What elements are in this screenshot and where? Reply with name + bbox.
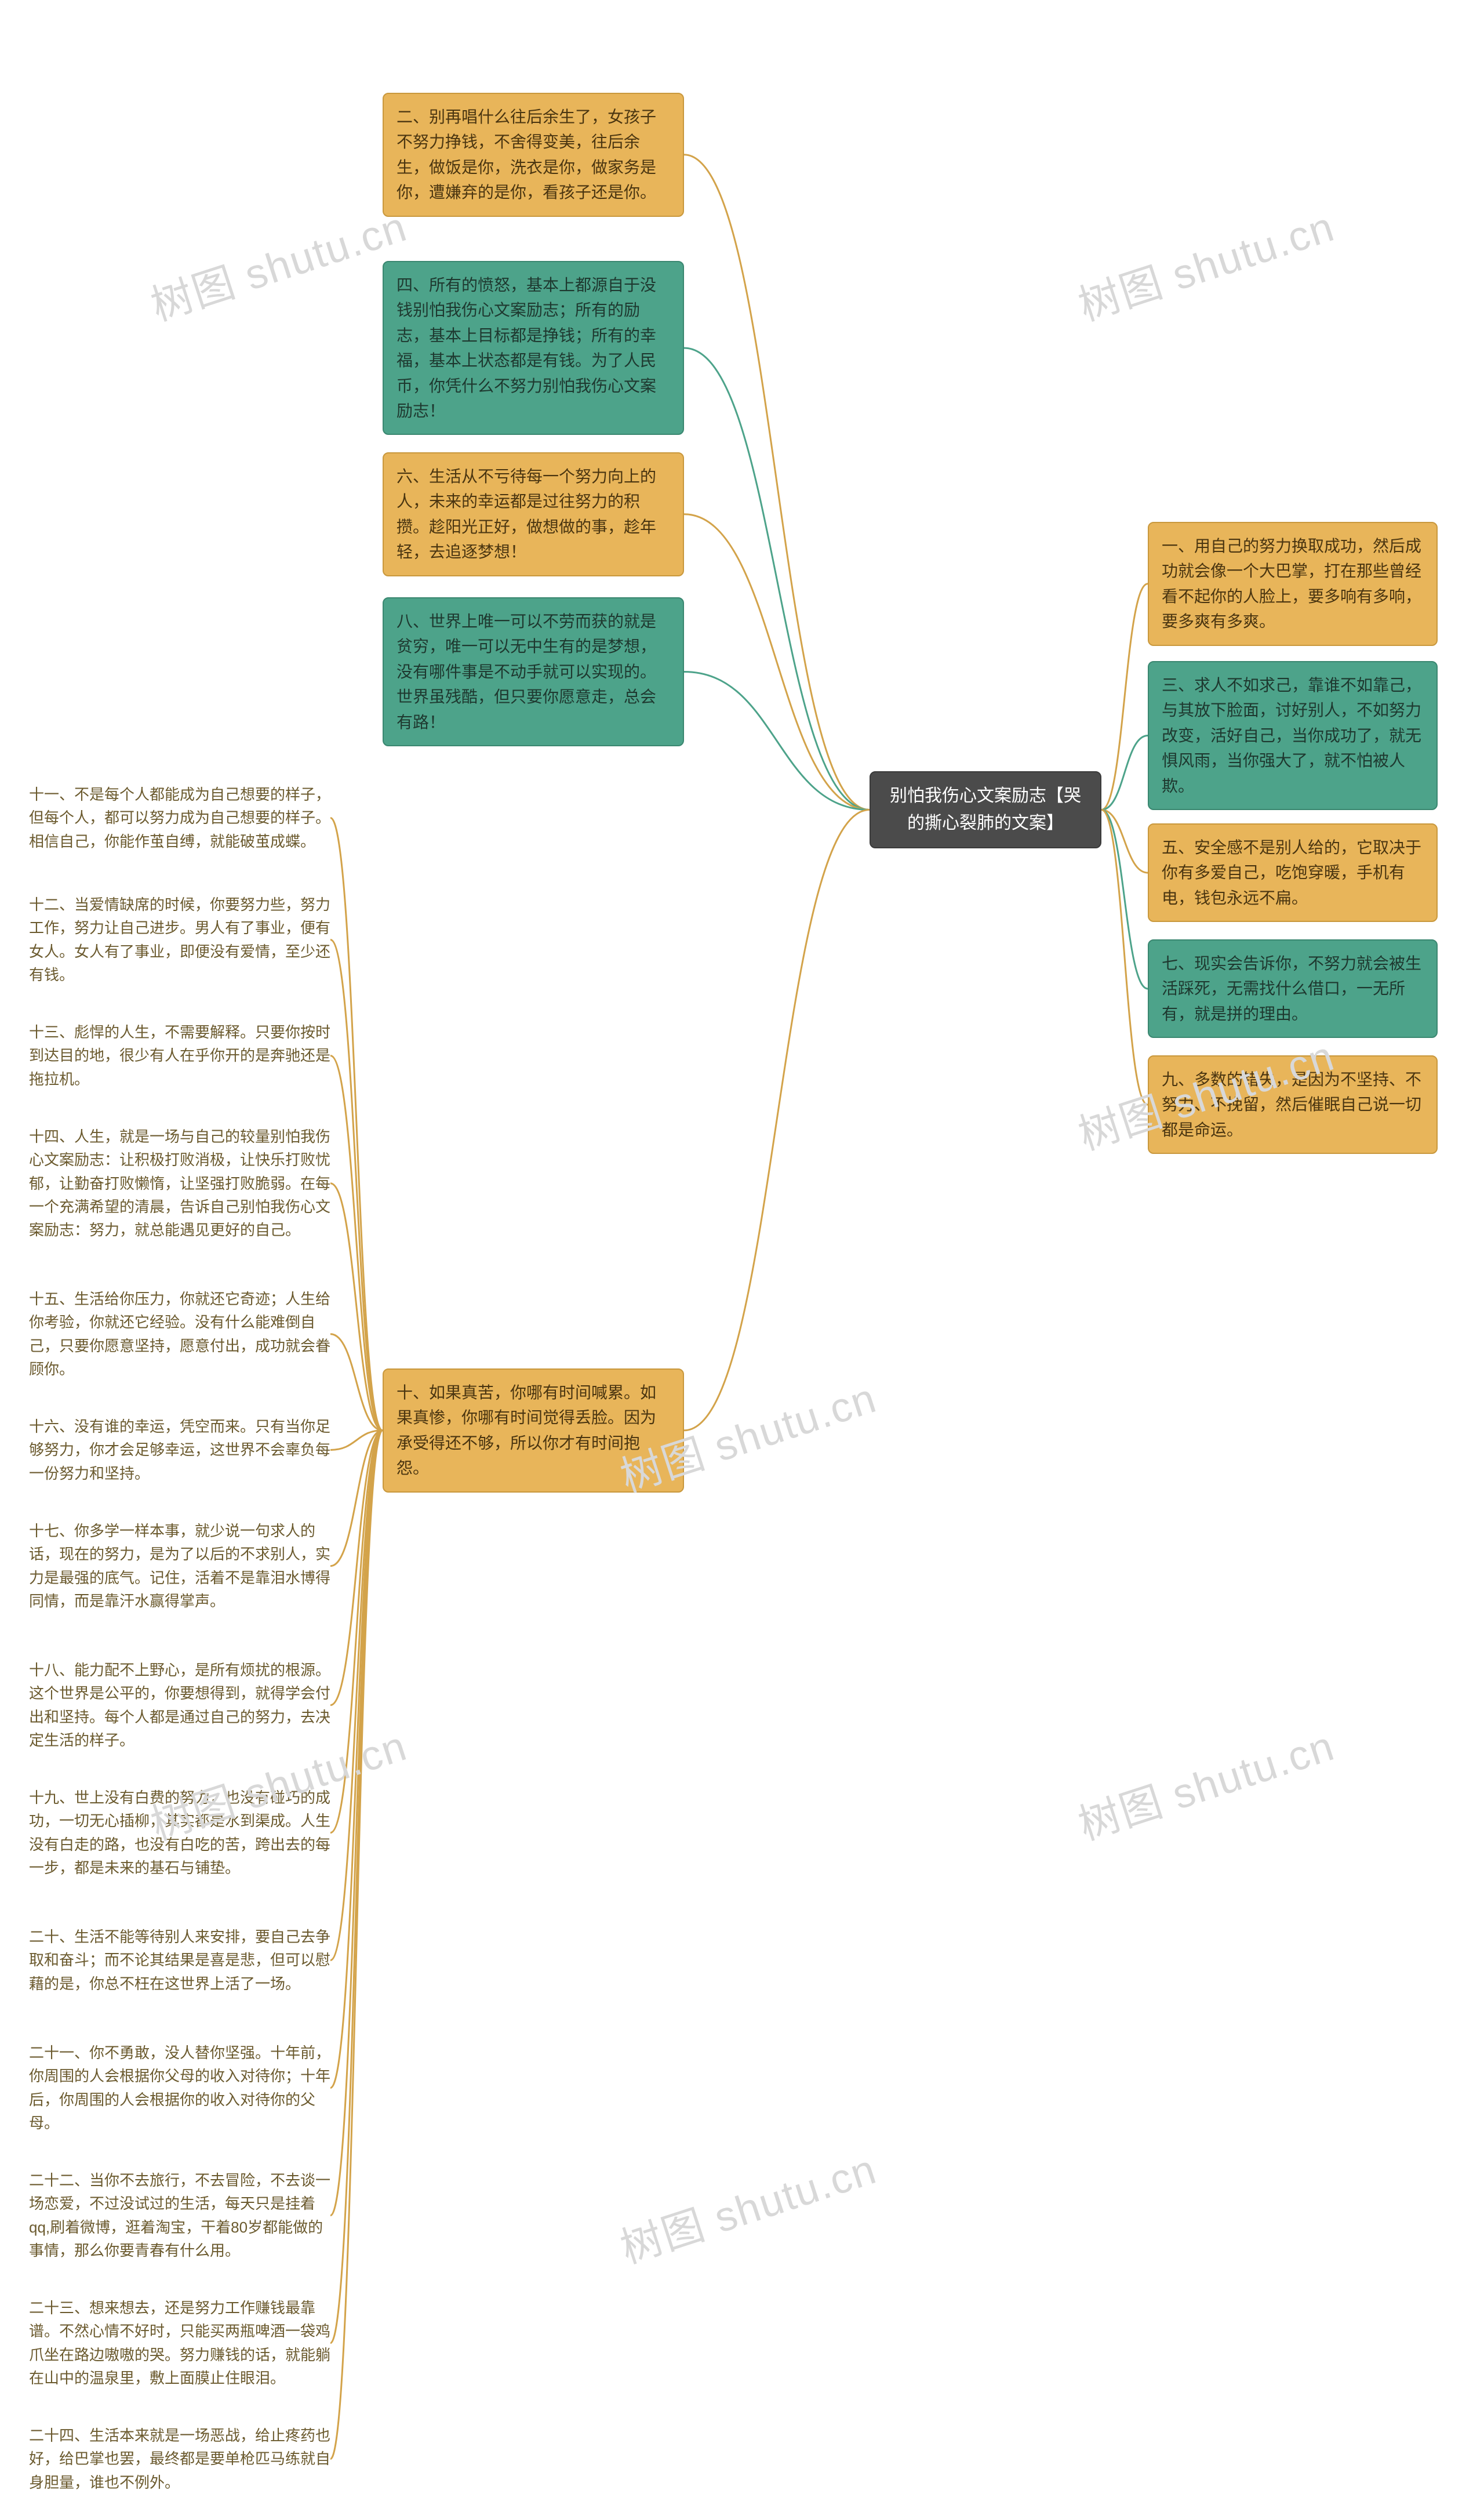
- branch-node: 九、多数的错失，是因为不坚持、不努力、不挽留，然后催眠自己说一切都是命运。: [1148, 1055, 1438, 1154]
- watermark: 树图 shutu.cn: [612, 2135, 883, 2275]
- leaf-node: 十八、能力配不上野心，是所有烦扰的根源。这个世界是公平的，你要想得到，就得学会付…: [29, 1658, 330, 1752]
- branch-node: 五、安全感不是别人给的，它取决于你有多爱自己，吃饱穿暖，手机有电，钱包永远不扁。: [1148, 823, 1438, 922]
- watermark: 树图 shutu.cn: [1070, 193, 1341, 332]
- branch-node: 三、求人不如求己，靠谁不如靠己，与其放下脸面，讨好别人，不如努力改变，活好自己，…: [1148, 661, 1438, 810]
- branch-node: 七、现实会告诉你，不努力就会被生活踩死，无需找什么借口，一无所有，就是拼的理由。: [1148, 939, 1438, 1038]
- leaf-node: 十三、彪悍的人生，不需要解释。只要你按时到达目的地，很少有人在乎你开的是奔驰还是…: [29, 1021, 330, 1091]
- branch-node: 二、别再唱什么往后余生了，女孩子不努力挣钱，不舍得变美，往后余生，做饭是你，洗衣…: [383, 93, 684, 217]
- branch-node: 一、用自己的努力换取成功，然后成功就会像一个大巴掌，打在那些曾经看不起你的人脸上…: [1148, 522, 1438, 646]
- watermark: 树图 shutu.cn: [1070, 1712, 1341, 1852]
- leaf-node: 十四、人生，就是一场与自己的较量别怕我伤心文案励志：让积极打败消极，让快乐打败忧…: [29, 1125, 330, 1241]
- leaf-node: 十九、世上没有白费的努力，也没有碰巧的成功，一切无心插柳，其实都是水到渠成。人生…: [29, 1786, 330, 1879]
- watermark: 树图 shutu.cn: [142, 193, 413, 332]
- leaf-node: 十七、你多学一样本事，就少说一句求人的话，现在的努力，是为了以后的不求别人，实力…: [29, 1519, 330, 1613]
- leaf-node: 二十、生活不能等待别人来安排，要自己去争取和奋斗；而不论其结果是喜是悲，但可以慰…: [29, 1925, 330, 1995]
- branch-node: 十、如果真苦，你哪有时间喊累。如果真惨，你哪有时间觉得丢脸。因为承受得还不够，所…: [383, 1368, 684, 1493]
- leaf-node: 十五、生活给你压力，你就还它奇迹；人生给你考验，你就还它经验。没有什么能难倒自己…: [29, 1287, 330, 1381]
- leaf-node: 十一、不是每个人都能成为自己想要的样子，但每个人，都可以努力成为自己想要的样子。…: [29, 783, 330, 853]
- leaf-node: 二十一、你不勇敢，没人替你坚强。十年前，你周围的人会根据你父母的收入对待你；十年…: [29, 2041, 330, 2134]
- branch-node: 六、生活从不亏待每一个努力向上的人，未来的幸运都是过往努力的积攒。趁阳光正好，做…: [383, 452, 684, 576]
- branch-node: 八、世界上唯一可以不劳而获的就是贫穷，唯一可以无中生有的是梦想，没有哪件事是不动…: [383, 597, 684, 746]
- leaf-node: 二十二、当你不去旅行，不去冒险，不去谈一场恋爱，不过没试过的生活，每天只是挂着q…: [29, 2169, 330, 2262]
- leaf-node: 十六、没有谁的幸运，凭空而来。只有当你足够努力，你才会足够幸运，这世界不会辜负每…: [29, 1415, 330, 1485]
- leaf-node: 二十四、生活本来就是一场恶战，给止疼药也好，给巴掌也罢，最终都是要单枪匹马练就自…: [29, 2424, 330, 2494]
- leaf-node: 二十三、想来想去，还是努力工作赚钱最靠谱。不然心情不好时，只能买两瓶啤酒一袋鸡爪…: [29, 2296, 330, 2390]
- root-node: 别怕我伤心文案励志【哭的撕心裂肺的文案】: [870, 771, 1101, 848]
- branch-node: 四、所有的愤怒，基本上都源自于没钱别怕我伤心文案励志；所有的励志，基本上目标都是…: [383, 261, 684, 435]
- leaf-node: 十二、当爱情缺席的时候，你要努力些，努力工作，努力让自己进步。男人有了事业，便有…: [29, 893, 330, 986]
